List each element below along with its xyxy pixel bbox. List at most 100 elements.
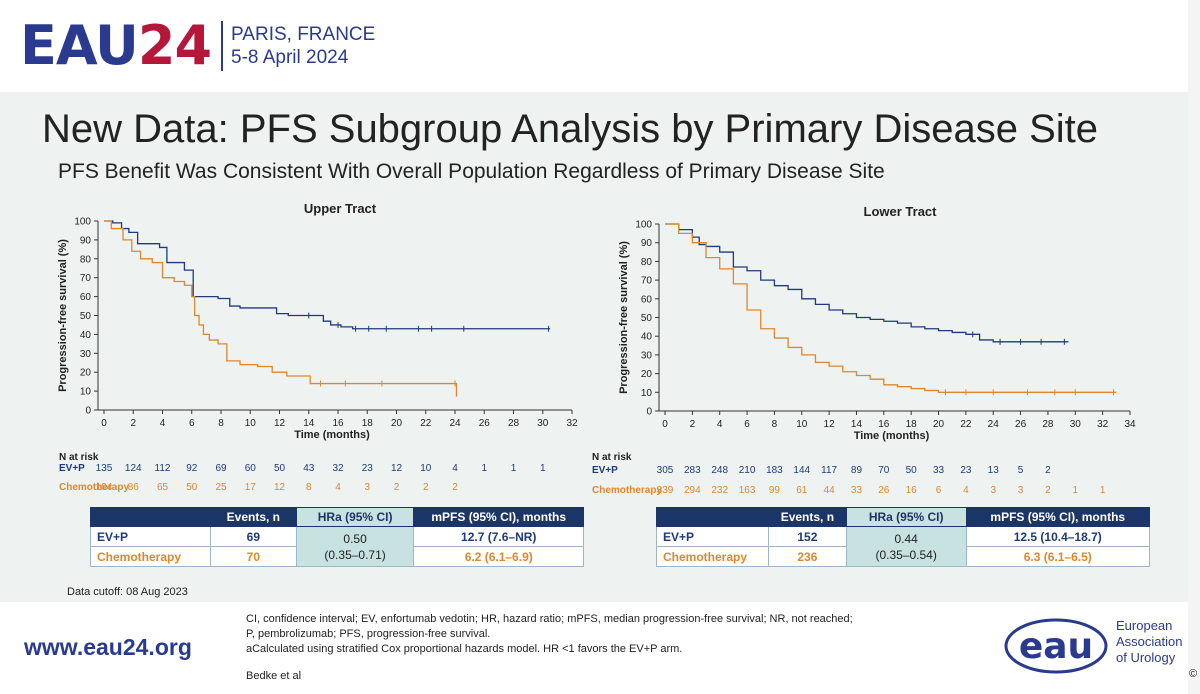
x-tick-label: 22 (960, 419, 972, 430)
y-axis-label: Progression-free survival (%) (57, 239, 69, 392)
slide-footer-area (0, 602, 1188, 694)
risk-value: 5 (1017, 465, 1024, 476)
risk-value: 86 (127, 482, 139, 493)
x-tick-label: 6 (189, 418, 195, 429)
risk-value: 43 (303, 463, 315, 474)
x-tick-label: 32 (1097, 419, 1109, 430)
x-axis-label: Time (months) (854, 430, 930, 442)
y-tick-label: 90 (641, 238, 653, 249)
abbreviations-line-1: CI, confidence interval; EV, enfortumab … (246, 613, 853, 625)
eau-org-name: European Association of Urology (1116, 618, 1182, 666)
eau-org-line-2: Association (1116, 634, 1183, 649)
slide-header-area (0, 0, 1188, 92)
events-evp: 69 (209, 526, 297, 547)
risk-value: 12 (390, 463, 403, 474)
website-link[interactable]: www.eau24.org (24, 634, 192, 660)
mpfs-chemo: 6.2 (6.1–6.9) (413, 546, 584, 567)
series-evp-line (104, 220, 551, 330)
x-tick-label: 0 (101, 418, 107, 429)
hr-value: 0.44 (894, 531, 918, 546)
x-tick-label: 14 (303, 418, 315, 429)
risk-value: 44 (823, 485, 835, 496)
risk-value: 144 (793, 465, 811, 476)
y-tick-label: 0 (646, 407, 652, 418)
y-tick-label: 30 (641, 350, 653, 361)
risk-value: 248 (711, 465, 729, 476)
copyright-mark: © (1189, 668, 1198, 680)
x-tick-label: 28 (1042, 419, 1054, 430)
risk-value: 294 (684, 485, 701, 496)
risk-value: 305 (656, 465, 674, 476)
y-tick-label: 20 (80, 368, 92, 379)
x-tick-label: 28 (508, 418, 520, 429)
y-tick-label: 40 (80, 330, 92, 341)
series-evp-line (665, 223, 1069, 343)
risk-value: 3 (1017, 485, 1024, 496)
risk-value: 50 (273, 463, 286, 474)
x-tick-label: 30 (1070, 419, 1082, 430)
risk-value: 50 (905, 465, 917, 476)
risk-value: 135 (95, 463, 113, 474)
results-table-lower: Events, n HRa (95% CI) mPFS (95% CI), mo… (656, 507, 1150, 567)
risk-value: 2 (1045, 485, 1051, 496)
x-tick-label: 8 (218, 418, 224, 429)
y-tick-label: 60 (80, 292, 92, 303)
risk-table-header: N at risk (59, 452, 99, 463)
arm-chemo: Chemotherapy (90, 546, 211, 567)
risk-value: 1 (539, 463, 546, 474)
svg-text:eau: eau (1019, 626, 1093, 667)
y-tick-label: 10 (641, 388, 653, 399)
risk-value: 33 (850, 485, 863, 496)
y-tick-label: 80 (80, 254, 92, 265)
risk-value: 117 (821, 465, 838, 476)
risk-value: 33 (932, 465, 945, 476)
abbreviations-line-2: P, pembrolizumab; PFS, progression-free … (246, 628, 491, 640)
header-events: Events, n (209, 507, 297, 527)
risk-value: 283 (684, 465, 701, 476)
eau-org-logo-icon: eau (1004, 618, 1108, 674)
risk-value: 65 (156, 482, 169, 493)
risk-value: 61 (796, 485, 808, 496)
risk-value: 210 (738, 465, 756, 476)
risk-value: 4 (452, 463, 458, 474)
risk-value: 89 (850, 465, 863, 476)
risk-value: 10 (420, 463, 432, 474)
y-tick-label: 0 (85, 406, 91, 417)
risk-value: 339 (656, 485, 674, 496)
x-tick-label: 4 (160, 418, 166, 429)
y-tick-label: 40 (641, 332, 653, 343)
events-chemo: 236 (767, 546, 847, 567)
header-mpfs: mPFS (95% CI), months (413, 507, 584, 527)
risk-value: 70 (878, 465, 890, 476)
eau24-logo: EAU 24 PARIS, FRANCE 5-8 April 2024 (20, 16, 375, 76)
risk-value: 92 (186, 463, 198, 474)
risk-value: 60 (244, 463, 256, 474)
risk-value: 26 (878, 485, 890, 496)
x-tick-label: 12 (274, 418, 286, 429)
data-cutoff: Data cutoff: 08 Aug 2023 (67, 586, 188, 598)
header-arm (90, 507, 211, 527)
mpfs-evp: 12.7 (7.6–NR) (413, 526, 584, 547)
risk-value: 6 (935, 485, 942, 496)
risk-value: 12 (273, 482, 286, 493)
risk-row-label: Chemotherapy (592, 485, 663, 496)
arm-evp: EV+P (656, 526, 769, 547)
eau-org-line-1: European (1116, 618, 1173, 633)
risk-value: 17 (244, 482, 256, 493)
x-tick-label: 6 (744, 419, 750, 430)
logo-24-text: 24 (137, 14, 212, 77)
x-tick-label: 26 (479, 418, 491, 429)
risk-value: 3 (990, 485, 997, 496)
footnote-a: aCalculated using stratified Cox proport… (246, 643, 683, 655)
risk-value: 1 (510, 463, 517, 474)
x-tick-label: 34 (1124, 419, 1136, 430)
congress-dates: 5-8 April 2024 (231, 47, 349, 68)
mpfs-chemo: 6.3 (6.1–6.5) (965, 546, 1150, 567)
x-tick-label: 2 (690, 419, 696, 430)
x-tick-label: 18 (362, 418, 374, 429)
header-hr: HRa (95% CI) (845, 507, 967, 527)
risk-value: 16 (905, 485, 917, 496)
hr-value: 0.50 (343, 531, 367, 546)
risk-value: 2 (452, 482, 458, 493)
